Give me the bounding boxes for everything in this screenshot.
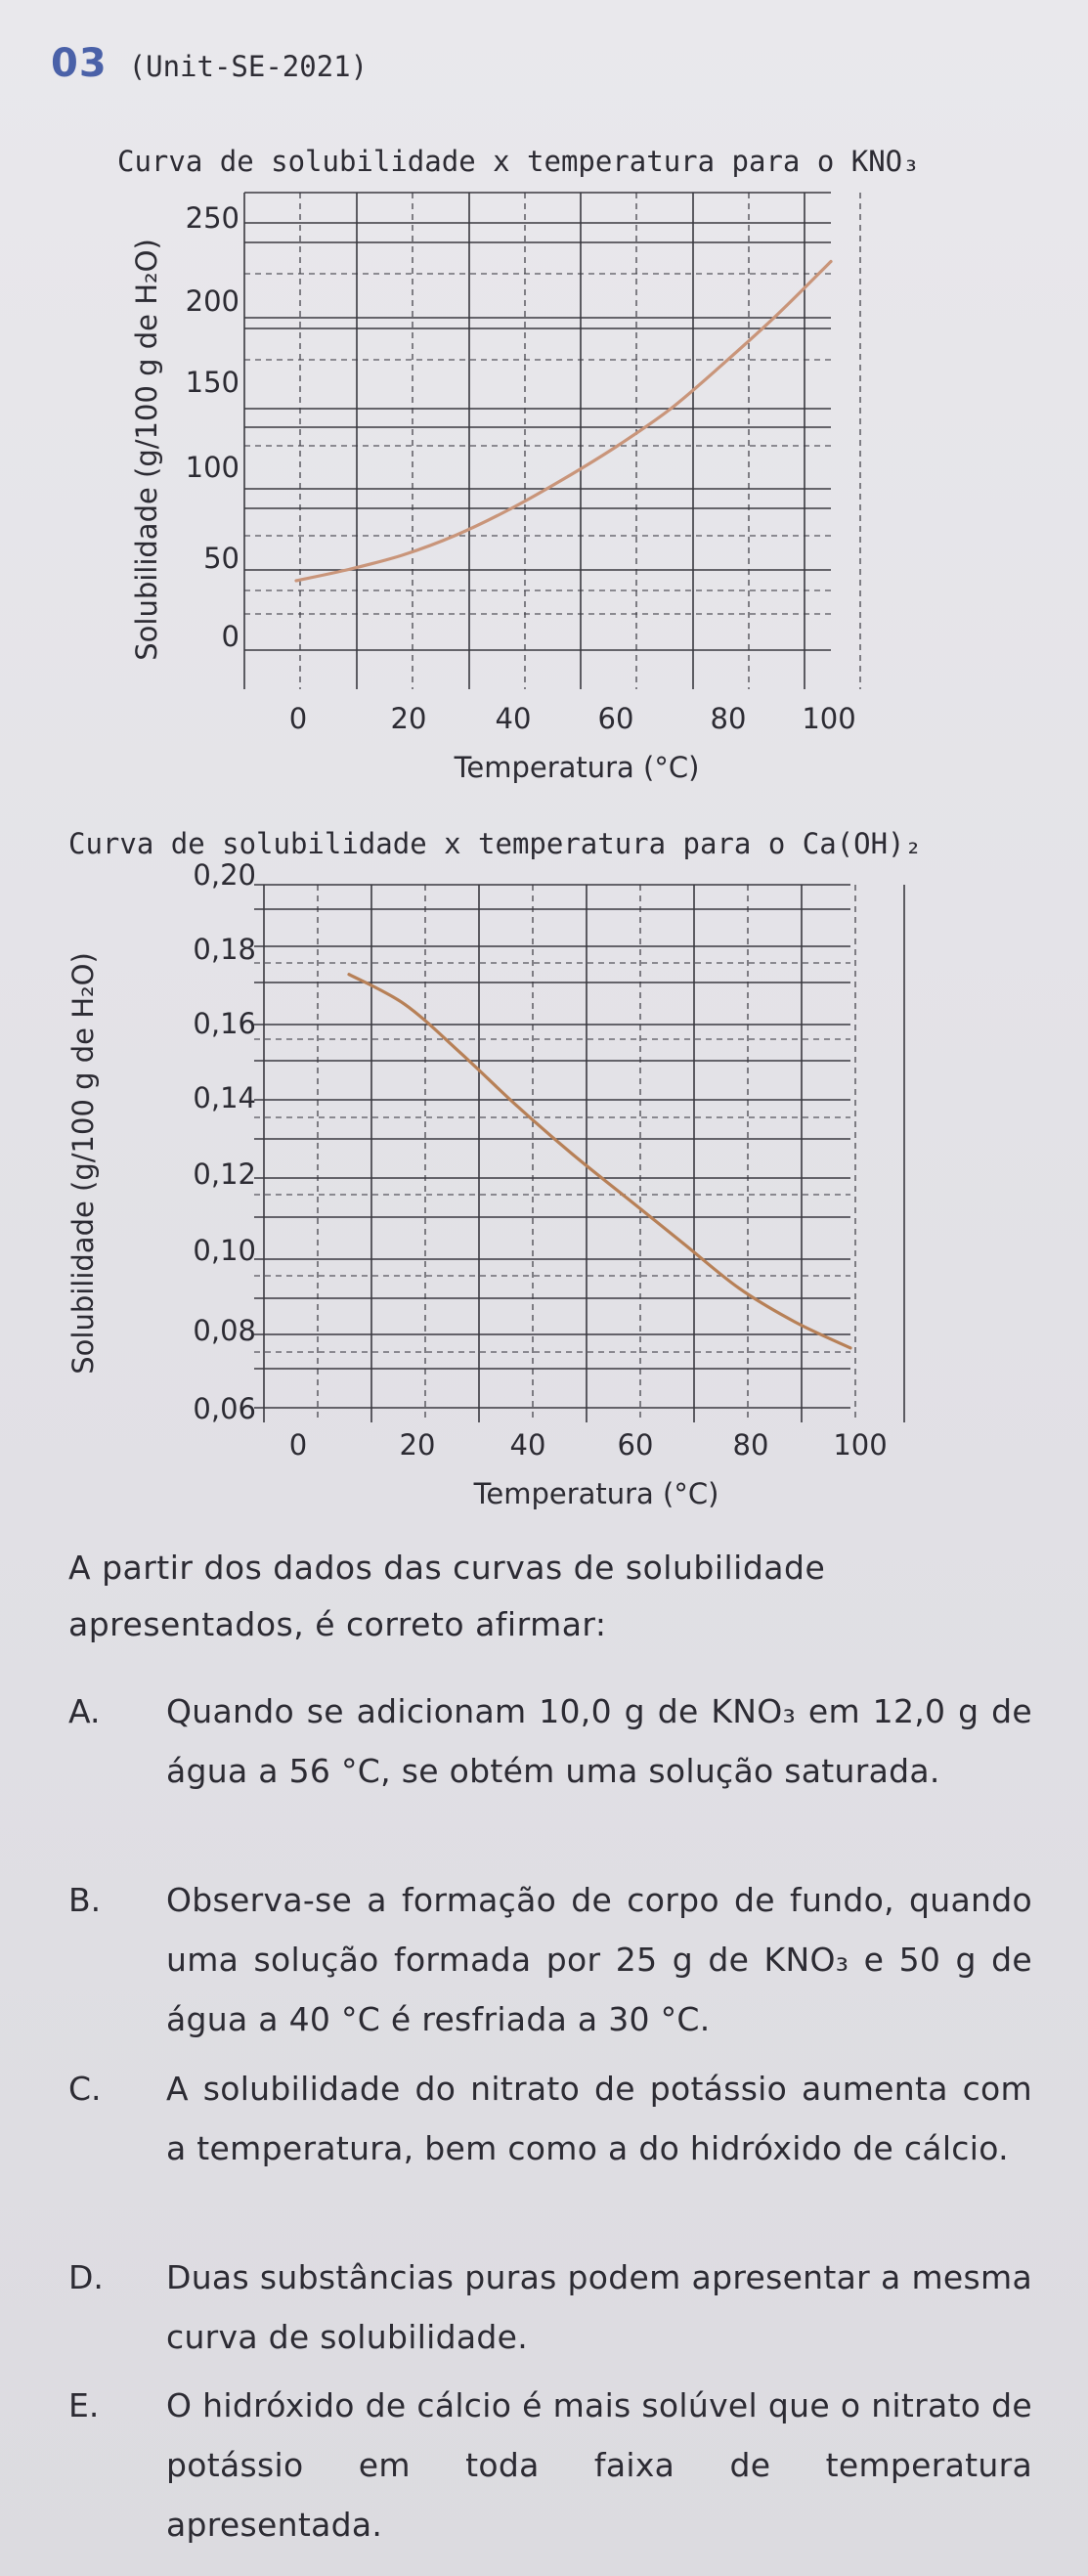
y-tick-label: 50: [203, 542, 239, 575]
data-point: [849, 1346, 852, 1350]
data-point: [829, 260, 833, 263]
data-point: [402, 553, 405, 557]
x-tick-label: 60: [598, 702, 634, 735]
y-tick-label: 150: [186, 366, 239, 399]
option-b-text: Observa-se a formação de corpo de fundo,…: [166, 1881, 1032, 2038]
x-tick-label: 100: [833, 1428, 887, 1462]
y-tick-label: 100: [186, 451, 239, 484]
option-d-text: Duas substâncias puras podem apresentar …: [166, 2258, 1032, 2356]
chart-title-caoh2: Curva de solubilidade x temperatura para…: [68, 827, 922, 860]
y-tick-label: 0: [222, 620, 239, 653]
option-e-text: O hidróxido de cálcio é mais solúvel que…: [166, 2386, 1032, 2544]
x-tick-label: 20: [391, 702, 427, 735]
data-point: [626, 1197, 630, 1201]
x-tick-label: 80: [733, 1428, 769, 1462]
y-axis-label: Solubilidade (g/100 g de H₂O): [130, 239, 163, 661]
y-tick-label: 0,20: [193, 858, 256, 892]
y-tick-label: 0,10: [193, 1234, 256, 1267]
question-number: 03: [51, 41, 108, 86]
data-point: [348, 567, 352, 571]
data-point: [615, 444, 619, 448]
option-a-letter: A.: [68, 1692, 101, 1730]
x-tick-label: 20: [400, 1428, 436, 1462]
option-c-letter: C.: [68, 2070, 102, 2108]
data-point: [403, 1002, 407, 1006]
x-tick-label: 60: [618, 1428, 654, 1462]
x-tick-label: 40: [496, 702, 532, 735]
data-point: [455, 533, 458, 537]
option-e-letter: E.: [68, 2386, 100, 2424]
chart-kno3: 250 200 150 100 50 0 0 20 40 60 80 100 Temperatura (…: [130, 192, 861, 784]
data-point: [562, 477, 565, 481]
option-b-letter: B.: [68, 1881, 102, 1919]
chart-caoh2: 0,20 0,18 0,16 0,14 0,12 0,10 0,08 0,06 0 20 40 60 8…: [66, 858, 905, 1510]
y-tick-label: 0,12: [193, 1157, 256, 1191]
x-axis-label: Temperatura (°C): [473, 1477, 719, 1510]
x-tick-label: 80: [711, 702, 747, 735]
data-point: [508, 507, 512, 511]
x-tick-label: 40: [510, 1428, 546, 1462]
data-point: [570, 1152, 574, 1156]
data-point: [737, 1287, 741, 1290]
option-c-text: A solubilidade do nitrato de potássio au…: [166, 2070, 1032, 2167]
data-point: [294, 579, 298, 583]
x-axis-label: Temperatura (°C): [454, 751, 700, 784]
x-tick-label: 0: [289, 1428, 307, 1462]
data-point: [793, 1320, 797, 1324]
option-d-letter: D.: [68, 2258, 104, 2296]
y-axis-label: Solubilidade (g/100 g de H₂O): [66, 952, 100, 1375]
x-tick-label: 0: [289, 702, 307, 735]
x-tick-label: 100: [802, 702, 855, 735]
question-source: (Unit-SE-2021): [128, 50, 369, 83]
data-point: [669, 407, 673, 411]
y-tick-label: 0,06: [193, 1392, 256, 1425]
y-tick-label: 0,14: [193, 1081, 256, 1114]
y-tick-label: 200: [186, 284, 239, 318]
data-point: [722, 362, 725, 365]
data-point: [347, 973, 351, 977]
question-stem: A partir dos dados das curvas de solubil…: [68, 1549, 826, 1643]
option-a-text: Quando se adicionam 10,0 g de KNO₃ em 12…: [166, 1692, 1032, 1790]
data-point: [681, 1242, 685, 1245]
chart-title-kno3: Curva de solubilidade x temperatura para…: [117, 145, 920, 178]
data-point: [775, 313, 779, 317]
series-line: [347, 973, 852, 1350]
y-tick-label: 250: [186, 201, 239, 235]
y-tick-label: 0,16: [193, 1007, 256, 1040]
question-header: 03 (Unit-SE-2021): [51, 41, 368, 86]
data-point: [458, 1051, 462, 1055]
data-point: [514, 1104, 518, 1107]
y-tick-label: 0,08: [193, 1314, 256, 1347]
series-line: [294, 259, 833, 583]
y-tick-label: 0,18: [193, 933, 256, 966]
